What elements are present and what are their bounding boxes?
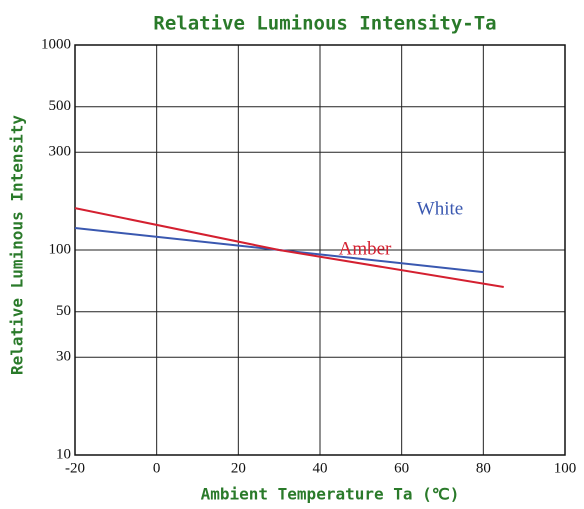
- x-tick-label: 40: [313, 460, 328, 476]
- x-axis-label: Ambient Temperature Ta (℃): [201, 485, 460, 504]
- line-series: [74, 207, 504, 288]
- y-tick-label: 50: [56, 303, 71, 319]
- y-tick-label: 30: [56, 349, 71, 365]
- series-label: Amber: [339, 238, 392, 259]
- plot-frame: [74, 44, 566, 456]
- y-tick-label: 500: [49, 98, 72, 114]
- x-tick-label: 80: [476, 460, 491, 476]
- y-tick-label: 10: [56, 446, 71, 462]
- y-tick-label: 1000: [41, 36, 71, 52]
- chart-title: Relative Luminous Intensity-Ta: [153, 13, 496, 35]
- y-tick-label: 100: [49, 241, 72, 257]
- x-tick-label: 100: [554, 460, 577, 476]
- series-label: White: [417, 198, 463, 219]
- x-tick-label: -20: [65, 460, 85, 476]
- x-tick-label: 60: [394, 460, 409, 476]
- y-tick-label: 300: [49, 144, 72, 160]
- x-tick-label: 20: [231, 460, 246, 476]
- y-axis-label: Relative Luminous Intensity: [8, 115, 27, 375]
- x-tick-label: 0: [153, 460, 161, 476]
